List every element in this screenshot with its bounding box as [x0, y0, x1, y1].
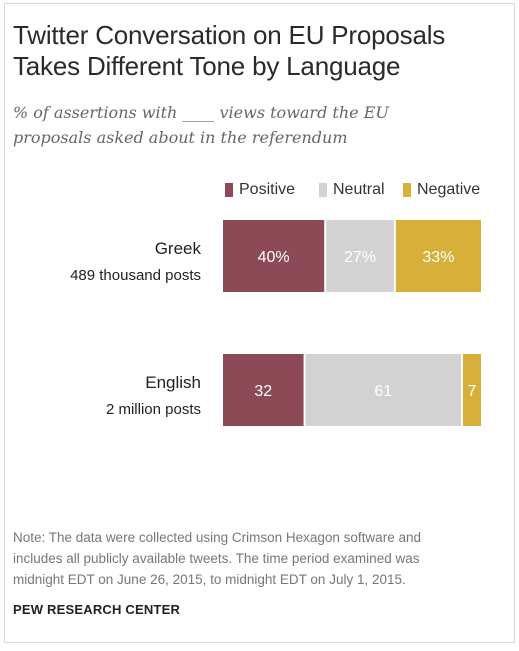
data-label-greek-negative: 33% — [422, 249, 454, 266]
legend-item-neutral: Neutral — [319, 178, 385, 202]
bar-english-neutral — [305, 354, 461, 426]
chart-title: Twitter Conversation on EU Proposals Tak… — [13, 20, 508, 82]
note-line-3: midnight EDT on June 26, 2015, to midnig… — [13, 572, 406, 587]
category-sublabel-english: 2 million posts — [106, 401, 201, 418]
legend-label-neutral: Neutral — [333, 181, 385, 198]
data-label-english-positive: 32 — [254, 383, 272, 400]
bar-english-negative — [462, 354, 481, 426]
source-credit: PEW RESEARCH CENTER — [13, 602, 181, 617]
legend-swatch-positive — [225, 183, 233, 197]
chart-card: Twitter Conversation on EU Proposals Tak… — [4, 3, 515, 643]
legend-item-positive: Positive — [225, 178, 295, 202]
chart-subtitle: % of assertions with ____ views toward t… — [13, 100, 508, 150]
chart-subtitle-line-2: proposals asked about in the referendum — [13, 128, 348, 147]
data-label-greek-neutral: 27% — [344, 249, 376, 266]
data-label-english-negative: 7 — [468, 383, 477, 400]
note-line-2: includes all publicly available tweets. … — [13, 551, 420, 566]
legend-label-positive: Positive — [239, 181, 296, 198]
legend-label-negative: Negative — [417, 181, 481, 198]
category-label-english: English — [145, 373, 201, 392]
legend-swatch-neutral — [319, 183, 327, 197]
category-sublabel-greek: 489 thousand posts — [70, 267, 201, 284]
chart-title-line-2: Takes Different Tone by Language — [13, 51, 401, 81]
chart-legend: Positive Neutral Negative — [225, 178, 495, 202]
bar-greek-negative — [395, 220, 481, 292]
chart-subtitle-line-1: % of assertions with ____ views toward t… — [13, 103, 389, 122]
bar-greek-neutral — [326, 220, 394, 292]
legend-item-negative: Negative — [403, 178, 480, 202]
legend-swatch-negative — [403, 183, 411, 197]
bar-greek-positive — [223, 220, 325, 292]
category-label-greek: Greek — [155, 239, 202, 258]
stacked-bar-chart: Greek 489 thousand posts 40% 27% 33% English 2… — [70, 220, 481, 426]
data-label-english-neutral: 61 — [374, 383, 392, 400]
bar-english-positive — [223, 354, 304, 426]
note-line-1: Note: The data were collected using Crim… — [13, 530, 421, 545]
chart-note: Note: The data were collected using Crim… — [13, 527, 508, 590]
chart-title-line-1: Twitter Conversation on EU Proposals — [13, 20, 446, 50]
data-label-greek-positive: 40% — [258, 249, 290, 266]
